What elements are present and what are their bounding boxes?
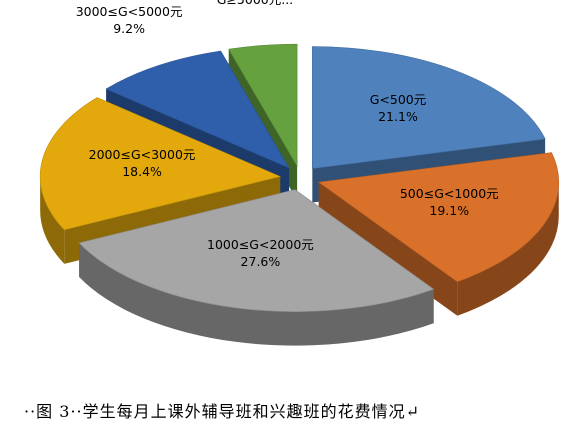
slice-wall: [457, 182, 559, 316]
category-label: 2000≤G<3000元: [88, 146, 196, 162]
slice-wall: [40, 176, 65, 264]
value-label: 18.4%: [122, 163, 162, 179]
caption: ··图 3··学生每月上课外辅导班和兴趣班的花费情况↵: [24, 402, 421, 421]
slice: [78, 189, 435, 312]
value-label: 27.6%: [240, 254, 281, 270]
category-label: 1000≤G<2000元: [207, 237, 314, 253]
category-label: G<500元: [369, 91, 427, 107]
value-label: 21.1%: [378, 108, 418, 124]
value-label: 19.1%: [429, 202, 470, 218]
slice: [105, 50, 290, 169]
slice: [312, 46, 546, 169]
slice: [317, 152, 560, 283]
slice: [228, 43, 298, 168]
category-label: G≥5000元...: [200, 0, 310, 8]
category-label: 500≤G<1000元: [399, 185, 499, 201]
slice-wall: [79, 242, 434, 346]
value-label: 9.2%: [113, 21, 145, 37]
category-label: 3000≤G<5000元: [75, 4, 183, 20]
slice: [39, 97, 282, 231]
